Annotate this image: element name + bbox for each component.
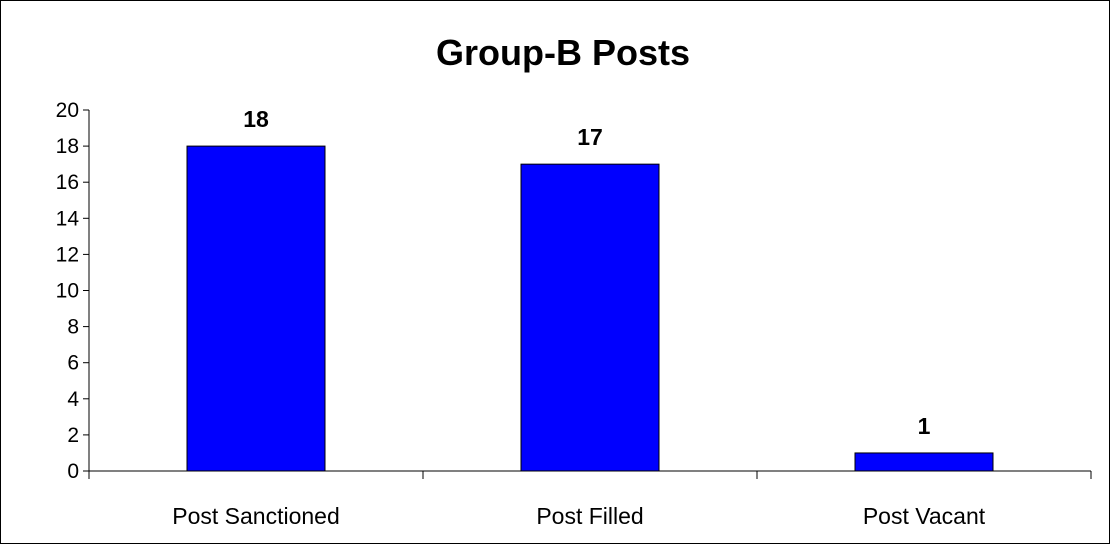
y-tick-label: 20 <box>56 99 79 122</box>
y-tick-label: 12 <box>56 243 79 266</box>
chart-title: Group-B Posts <box>436 32 690 73</box>
x-tick-label: Post Sanctioned <box>172 503 340 529</box>
data-label: 18 <box>243 106 269 132</box>
bar <box>186 145 326 472</box>
y-tick-label: 0 <box>67 460 79 483</box>
y-tick-label: 2 <box>67 424 79 447</box>
plot-area: 0 2 4 6 8 10 12 14 16 18 20 18 Post Sanctioned 17 Post… <box>56 99 1092 529</box>
y-tick-label: 16 <box>56 171 79 194</box>
x-tick-label: Post Filled <box>536 503 643 529</box>
data-label: 1 <box>918 413 931 439</box>
y-tick-label: 14 <box>56 207 80 230</box>
bar <box>520 163 660 472</box>
y-tick-label: 10 <box>56 280 79 303</box>
y-tick-label: 4 <box>67 388 79 411</box>
data-label: 17 <box>577 124 603 150</box>
y-tick-label: 6 <box>67 352 79 375</box>
y-tick-label: 8 <box>67 316 79 339</box>
x-tick-label: Post Vacant <box>863 503 986 529</box>
bar <box>854 452 994 472</box>
y-tick-label: 18 <box>56 135 79 158</box>
